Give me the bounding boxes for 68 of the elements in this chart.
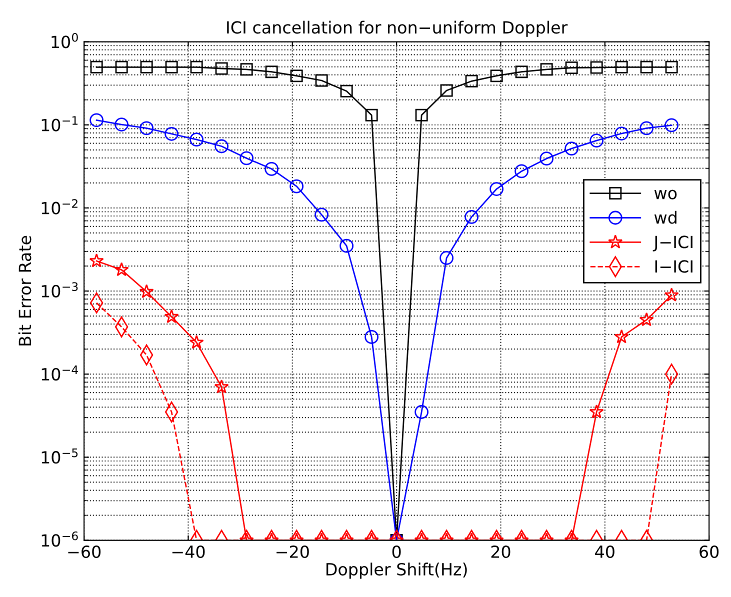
point bbox=[90, 60, 103, 74]
point bbox=[265, 66, 278, 78]
x-tick-label: 40 bbox=[595, 545, 614, 558]
x-tick-label: 0 bbox=[392, 545, 401, 558]
point bbox=[464, 210, 479, 224]
point bbox=[665, 60, 678, 74]
point bbox=[490, 182, 504, 196]
y-axis-title: Bit Error Rate bbox=[18, 236, 32, 346]
point bbox=[590, 61, 603, 74]
point bbox=[415, 108, 428, 122]
point bbox=[640, 121, 654, 136]
point bbox=[114, 262, 129, 276]
x-tick-label: −60 bbox=[68, 545, 101, 558]
point bbox=[440, 84, 453, 97]
point bbox=[515, 66, 528, 78]
y-tick-label: 10$^{−2}$ bbox=[42, 199, 78, 214]
point bbox=[214, 139, 229, 154]
legend-label: J−ICI bbox=[652, 236, 692, 252]
point bbox=[215, 62, 228, 75]
x-tick-label: −40 bbox=[172, 545, 205, 558]
point bbox=[290, 179, 304, 194]
y-tick-label: 10$^{0}$ bbox=[52, 32, 78, 48]
point bbox=[614, 126, 629, 140]
legend-label: wo bbox=[654, 190, 677, 200]
point bbox=[514, 164, 529, 178]
point bbox=[540, 152, 554, 166]
point bbox=[140, 60, 153, 74]
point bbox=[640, 60, 653, 74]
point bbox=[190, 132, 204, 146]
point bbox=[590, 134, 604, 148]
point bbox=[115, 60, 128, 74]
point bbox=[139, 284, 154, 298]
point bbox=[240, 151, 254, 166]
point bbox=[340, 238, 354, 253]
point bbox=[365, 108, 378, 122]
point bbox=[114, 118, 129, 132]
point bbox=[315, 74, 328, 87]
y-tick-label: 10$^{−6}$ bbox=[42, 531, 78, 547]
point bbox=[565, 62, 578, 74]
point bbox=[90, 113, 104, 128]
point bbox=[664, 118, 679, 132]
point bbox=[314, 208, 329, 222]
legend-label: I−ICI bbox=[655, 260, 692, 273]
y-tick-label: 10$^{−3}$ bbox=[42, 282, 78, 298]
y-tick-label: 10$^{−1}$ bbox=[42, 116, 78, 132]
point bbox=[340, 84, 353, 98]
point bbox=[290, 70, 303, 82]
x-tick-label: 60 bbox=[700, 545, 719, 558]
chart-title: ICI cancellation for non−uniform Doppler bbox=[227, 20, 568, 37]
point bbox=[140, 121, 154, 136]
y-tick-label: 10$^{−4}$ bbox=[42, 365, 78, 381]
x-tick-label: 20 bbox=[491, 545, 510, 558]
point bbox=[664, 288, 679, 302]
point bbox=[564, 142, 579, 156]
point bbox=[465, 74, 478, 88]
y-tick-label: 10$^{−5}$ bbox=[42, 448, 78, 464]
point bbox=[89, 253, 104, 268]
point bbox=[490, 70, 503, 82]
point bbox=[190, 60, 203, 74]
x-axis-title: Doppler Shift(Hz) bbox=[326, 562, 467, 579]
point bbox=[615, 60, 628, 74]
point bbox=[540, 63, 553, 76]
point bbox=[264, 162, 279, 176]
point bbox=[165, 60, 178, 74]
point bbox=[240, 63, 253, 76]
x-tick-label: −20 bbox=[276, 545, 309, 558]
point bbox=[164, 126, 179, 141]
legend-label: wd bbox=[654, 210, 676, 224]
